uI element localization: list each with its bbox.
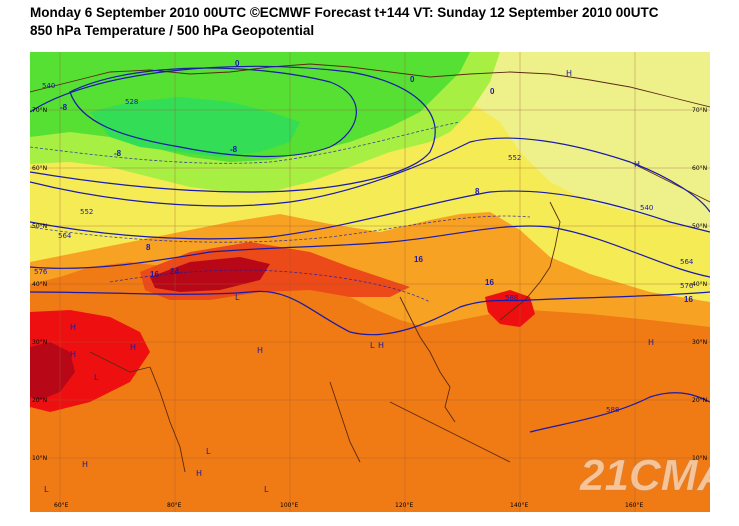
contour-label: 552 [508,154,521,162]
lon-tick: 160°E [625,502,643,509]
contour-label: 528 [125,98,138,106]
isotherm-label: 24 [170,267,179,276]
pressure-center: L [235,293,240,302]
pressure-center: H [196,469,202,478]
contour-label: 564 [680,258,694,266]
pressure-center: H [378,341,384,350]
contour-label: 552 [80,208,93,216]
lon-tick: 120°E [395,502,413,509]
contour-label: 576 [680,282,694,290]
forecast-title: Monday 6 September 2010 00UTC ©ECMWF For… [30,5,659,20]
pressure-center: H [82,460,88,469]
lat-tick-right: 70°N [692,107,707,114]
contour-564 [30,190,710,240]
lat-tick: 30°N [32,339,47,346]
chart-header: Monday 6 September 2010 00UTC ©ECMWF For… [30,4,730,40]
isotherm-label: -8 [60,103,68,112]
contour-576 [30,225,710,278]
isotherm-label: 16 [414,255,423,264]
temperature-field [30,52,710,512]
pressure-center: H [566,69,572,78]
pressure-centers: H L H H H H L L H H L H H L L H [44,69,654,494]
lat-tick: 20°N [32,397,47,404]
field-subtitle: 850 hPa Temperature / 500 hPa Geopotenti… [30,23,315,38]
lat-tick: 60°N [32,165,47,172]
isotherm-label: 0 [490,87,495,96]
pressure-center: L [44,485,49,494]
geopotential-labels: 528 540 552 564 576 588 540 552 564 576 … [34,82,694,414]
pressure-center: L [370,341,375,350]
lat-tick-right: 10°N [692,455,707,462]
isotherm-label: 8 [475,187,480,196]
isotherm-label: 16 [150,270,159,279]
lat-tick-right: 20°N [692,397,707,404]
contour-label: 540 [42,82,55,90]
isotherm-label: -8 [230,145,238,154]
lon-tick: 100°E [280,502,298,509]
pressure-center: H [70,323,76,332]
isotherm-label: 16 [485,278,494,287]
lat-tick-right: 30°N [692,339,707,346]
contour-label: 588 [505,294,518,302]
band-28-east [485,290,535,327]
latitude-ticks: 70°N 60°N 50°N 40°N 30°N 20°N 10°N 70°N … [32,107,707,462]
contour-552 [30,137,710,213]
contour-588-south [529,392,710,433]
graticule [30,52,710,512]
lat-tick-right: 60°N [692,165,707,172]
pressure-center: L [264,485,269,494]
pressure-center: H [634,160,640,169]
lat-tick-right: 50°N [692,223,707,230]
lon-tick: 140°E [510,502,528,509]
forecast-map: 60°E 80°E 100°E 120°E 140°E 160°E 80°E 7… [30,52,710,512]
watermark-logo: 21CMA [579,451,710,500]
lat-tick: 50°N [32,223,47,230]
contour-540 [30,65,436,193]
pressure-center: L [206,447,211,456]
lat-tick: 70°N [32,107,47,114]
geopotential-contours [30,65,710,433]
pressure-center: H [648,338,654,347]
isotherm-label: 8 [146,243,151,252]
pressure-center: H [130,343,136,352]
pressure-center: H [257,346,263,355]
contour-label: 540 [640,204,653,212]
band-minus8 [90,97,300,157]
pressure-center: L [94,373,99,382]
lon-tick: 60°E [54,502,69,509]
contour-label: 588 [606,406,619,414]
isotherm-label: 16 [684,295,693,304]
contour-588 [30,290,710,336]
lat-tick: 10°N [32,455,47,462]
band-32-west [30,342,75,400]
isotherm-label: 0 [235,59,240,68]
temperature-isotherms [30,121,531,303]
isotherm-label: 0 [410,75,415,84]
contour-label: 576 [34,268,48,276]
temperature-labels: -8 -8 -8 0 0 8 8 16 16 16 24 16 0 [60,59,693,304]
pressure-center: H [70,350,76,359]
longitude-ticks: 60°E 80°E 100°E 120°E 140°E 160°E 80°E [54,502,643,509]
lon-tick: 80°E [167,502,182,509]
lat-tick: 40°N [32,281,47,288]
lat-tick-right: 40°N [692,281,707,288]
band-32 [150,257,270,292]
coastlines [30,63,710,473]
contour-label: 564 [58,232,72,240]
isotherm-label: -8 [114,149,122,158]
